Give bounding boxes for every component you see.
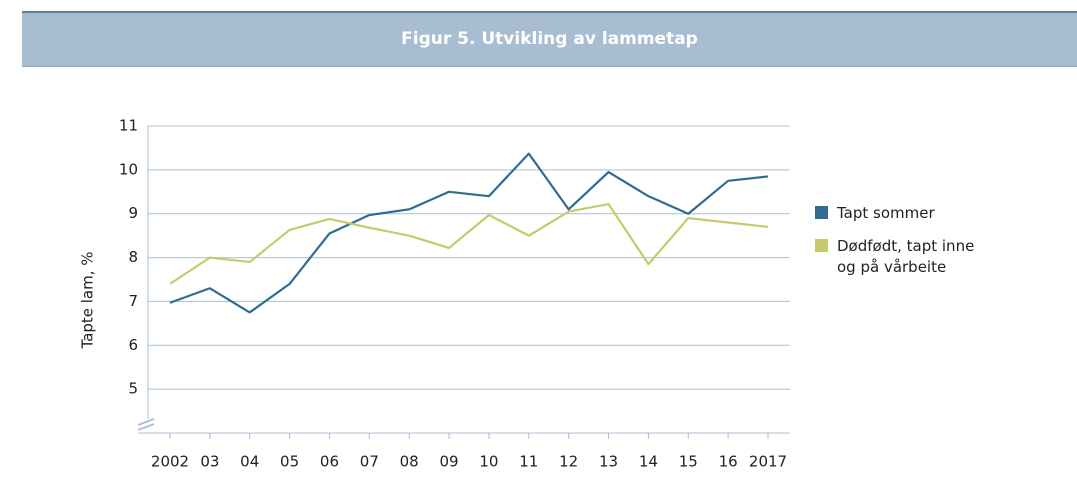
y-tick-label: 6 xyxy=(128,336,138,354)
x-tick-label: 16 xyxy=(719,453,738,471)
x-tick-label: 15 xyxy=(679,453,698,471)
y-axis-label: Tapte lam, % xyxy=(79,251,97,349)
legend-swatch xyxy=(815,239,828,252)
legend-swatch xyxy=(815,206,828,219)
x-tick-label: 2002 xyxy=(151,453,189,471)
axis-break xyxy=(137,423,155,431)
y-tick-label: 11 xyxy=(119,117,138,135)
y-tick-label: 7 xyxy=(128,292,138,310)
x-tick-label: 07 xyxy=(360,453,379,471)
chart-title: Figur 5. Utvikling av lammetap xyxy=(22,11,1077,67)
x-tick-label: 03 xyxy=(200,453,219,471)
legend-label: Tapt sommer xyxy=(837,204,935,222)
axis-break xyxy=(137,418,155,426)
series-line xyxy=(169,202,769,285)
x-tick-label: 2017 xyxy=(749,453,787,471)
x-tick-label: 11 xyxy=(519,453,538,471)
x-tick-label: 10 xyxy=(479,453,498,471)
x-tick-label: 13 xyxy=(599,453,618,471)
x-tick-label: 09 xyxy=(440,453,459,471)
y-tick-label: 8 xyxy=(128,248,138,266)
x-tick-label: 12 xyxy=(559,453,578,471)
y-tick-label: 9 xyxy=(128,204,138,222)
x-tick-label: 08 xyxy=(400,453,419,471)
legend-label: Dødfødt, tapt inne og på vårbeite xyxy=(837,237,975,276)
x-tick-label: 06 xyxy=(320,453,339,471)
legend-item: Dødfødt, tapt inne og på vårbeite xyxy=(815,236,987,278)
legend-item: Tapt sommer xyxy=(815,203,987,224)
legend: Tapt sommer Dødfødt, tapt inne og på vårb… xyxy=(815,203,987,290)
y-tick-label: 10 xyxy=(119,160,138,178)
x-tick-label: 04 xyxy=(240,453,259,471)
series-line xyxy=(169,152,769,314)
y-tick-label: 5 xyxy=(128,380,138,398)
x-tick-label: 05 xyxy=(280,453,299,471)
x-tick-label: 14 xyxy=(639,453,658,471)
